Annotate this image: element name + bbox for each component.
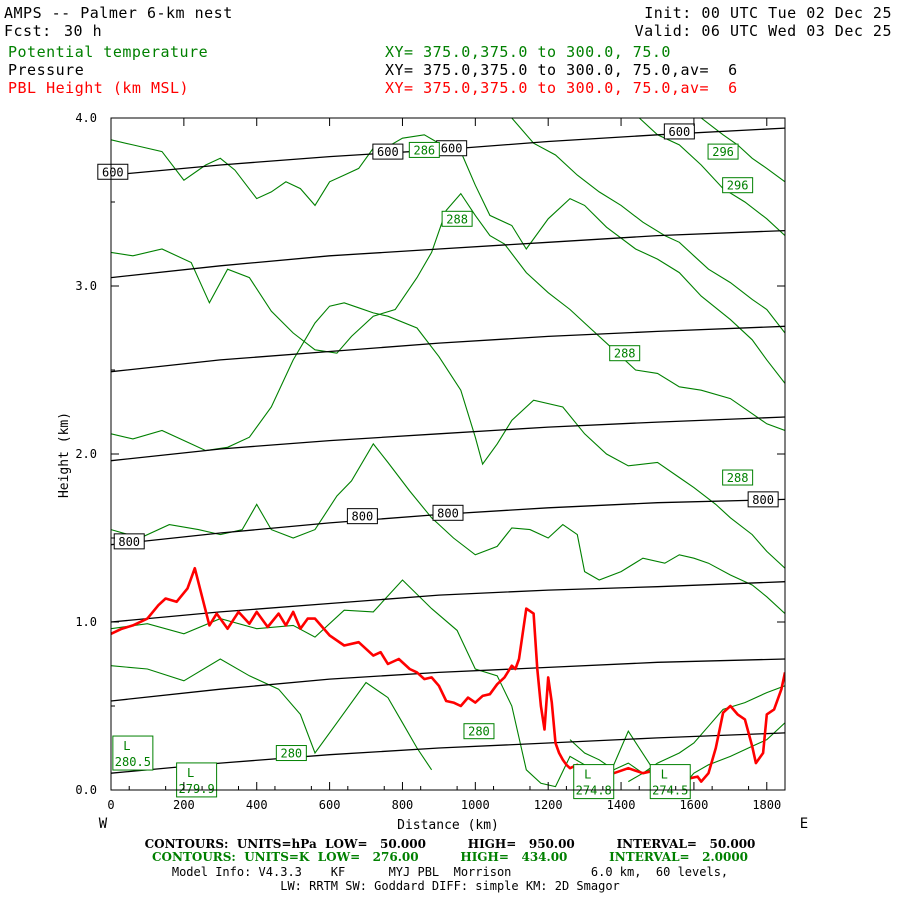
theta-label-7-box <box>275 745 307 762</box>
x-tick-label-0: 0 <box>107 798 114 812</box>
theta-line-4 <box>111 192 785 432</box>
isobar-line-2 <box>111 325 785 373</box>
theta-low-box-3 <box>649 764 691 800</box>
x-tick-label-7: 1400 <box>607 798 636 812</box>
x-tick-label-9: 1800 <box>752 798 781 812</box>
theta-label-6-box <box>463 723 495 740</box>
footer-model-info: Model Info: V4.3.3 KF MYJ PBL Morrison 6… <box>171 865 729 879</box>
y-axis-label: Height (km) <box>57 412 72 498</box>
x-tick-label-1: 200 <box>173 798 195 812</box>
theta-low-value-0: 280.5 <box>115 755 151 769</box>
isobar-line-1 <box>111 229 785 279</box>
theta-label-5: 288 <box>727 471 749 485</box>
footer-pressure-contours: CONTOURS: UNITS=hPa LOW= 50.000 HIGH= 95… <box>144 837 756 851</box>
theta-line-7 <box>638 118 785 237</box>
field-name-pbl: PBL Height (km MSL) <box>8 79 190 97</box>
isobar-label-7-box <box>747 491 779 508</box>
theta-label-2: 296 <box>712 145 734 159</box>
theta-label-6: 280 <box>468 725 490 739</box>
x-tick-label-2: 400 <box>246 798 268 812</box>
theta-low-letter-1: L <box>187 766 194 780</box>
isobar-label-1-box <box>372 143 404 160</box>
x-tick-label-6: 1200 <box>534 798 563 812</box>
isobar-line-5 <box>111 581 785 623</box>
isobar-label-5-box <box>346 508 378 525</box>
axes: 0 200 400 600 800 1000 1200 1400 1600 1800 0.0 1.0 2… <box>75 111 786 812</box>
footer-theta-contours: CONTOURS: UNITS=K LOW= 276.00 HIGH= 434.… <box>151 850 749 864</box>
isobar-label-4-box <box>113 533 145 550</box>
y-tick-label-0: 0.0 <box>75 783 97 797</box>
x-tick-label-3: 600 <box>319 798 341 812</box>
y-tick-label-4: 4.0 <box>75 111 97 125</box>
model-title: AMPS -- Palmer 6-km nest <box>4 4 233 22</box>
field-xy-pressure: XY= 375.0,375.0 to 300.0, 75.0,av= 6 <box>385 61 738 79</box>
theta-label-5-box <box>722 469 754 486</box>
theta-low-value-3: 274.5 <box>652 784 688 798</box>
theta-label-7: 280 <box>280 747 302 761</box>
isobar-label-0-box <box>97 163 129 180</box>
isobar-line-3 <box>111 416 785 462</box>
theta-label-4-box <box>609 345 641 362</box>
isobar-label-3: 600 <box>669 125 691 139</box>
theta-line-5 <box>111 134 785 384</box>
theta-low-value-1: 279.9 <box>179 782 215 796</box>
field-name-theta: Potential temperature <box>8 43 209 61</box>
x-axis-label: Distance (km) <box>397 818 499 833</box>
isobar-line-7 <box>111 732 785 774</box>
theta-label-1: 288 <box>446 212 468 226</box>
forecast-label: Fcst: <box>4 22 52 40</box>
pbl-height-line <box>111 566 785 783</box>
isobar-label-4: 800 <box>118 535 140 549</box>
init-time: Init: 00 UTC Tue 02 Dec 25 <box>644 4 892 22</box>
theta-label-1-box <box>441 210 473 227</box>
isobar-label-7: 800 <box>752 493 774 507</box>
isobar-label-2: 600 <box>441 142 463 156</box>
theta-low-value-2: 274.8 <box>576 784 612 798</box>
theta-label-0: 286 <box>413 143 435 157</box>
theta-low-box-2 <box>573 764 615 800</box>
pbl-height-series <box>111 566 785 783</box>
theta-label-4: 288 <box>614 347 636 361</box>
field-xy-theta: XY= 375.0,375.0 to 300.0, 75.0 <box>385 43 671 61</box>
forecast-hour: 30 h <box>64 22 103 40</box>
x-tick-label-4: 800 <box>392 798 414 812</box>
y-tick-label-1: 1.0 <box>75 615 97 629</box>
theta-line-1 <box>111 579 666 790</box>
isobar-line-6 <box>111 658 785 702</box>
field-xy-pbl: XY= 375.0,375.0 to 300.0, 75.0,av= 6 <box>385 79 738 97</box>
theta-low-letter-2: L <box>584 768 591 782</box>
isobar-label-3-box <box>663 123 695 140</box>
x-tick-label-5: 1000 <box>461 798 490 812</box>
footer-physics-info: LW: RRTM SW: Goddard DIFF: simple KM: 2D… <box>280 879 620 893</box>
valid-time: Valid: 06 UTC Wed 03 Dec 25 <box>634 22 892 40</box>
theta-label-3-box <box>722 177 754 194</box>
theta-line-2 <box>111 442 785 615</box>
isobar-label-0: 600 <box>102 165 124 179</box>
theta-line-0 <box>111 658 433 771</box>
x-axis-east-label: E <box>800 816 808 832</box>
field-name-pressure: Pressure <box>8 61 85 79</box>
theta-label-3: 296 <box>727 179 749 193</box>
isobar-label-6-box <box>432 504 464 521</box>
y-tick-label-2: 2.0 <box>75 447 97 461</box>
contour-labels: 600 600 600 600 800 800 800 800 286 288 296 296 288 2… <box>97 123 779 800</box>
theta-low-box-0 <box>112 735 154 771</box>
y-tick-label-3: 3.0 <box>75 279 97 293</box>
isobar-label-6: 800 <box>437 506 459 520</box>
theta-low-letter-3: L <box>661 768 668 782</box>
theta-line-3 <box>111 302 785 569</box>
theta-low-letter-0: L <box>123 739 130 753</box>
theta-label-0-box <box>408 141 440 158</box>
x-axis-west-label: W <box>99 816 108 832</box>
theta-label-2-box <box>707 143 739 160</box>
theta-low-box-1 <box>176 762 218 798</box>
x-tick-label-8: 1600 <box>679 798 708 812</box>
isobar-label-5: 800 <box>352 510 374 524</box>
isobar-label-1: 600 <box>377 145 399 159</box>
